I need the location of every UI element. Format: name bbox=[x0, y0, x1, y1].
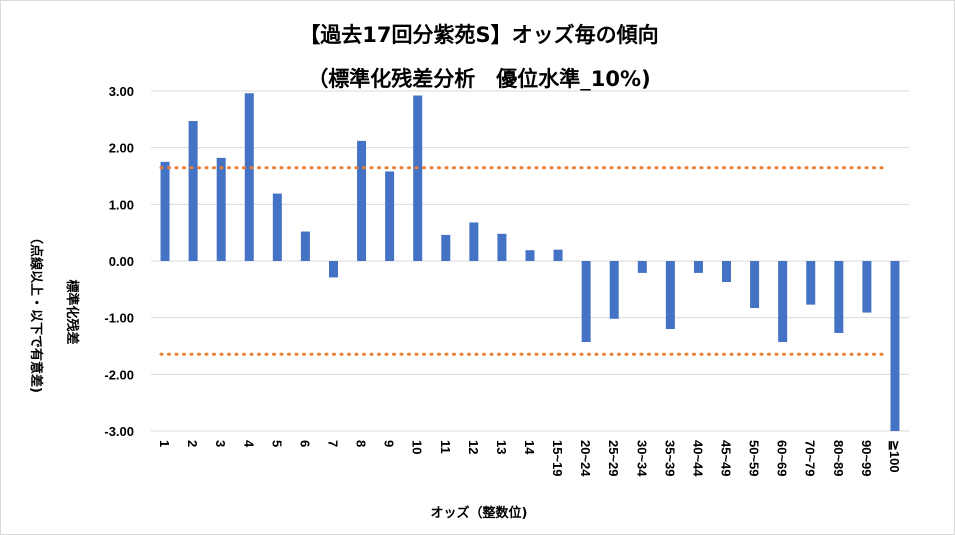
x-tick-label: 15~19 bbox=[550, 440, 565, 477]
bar bbox=[413, 95, 423, 262]
bar bbox=[553, 249, 563, 261]
bar bbox=[665, 261, 675, 329]
chart-subtitle: （標準化残差分析 優位水準_10%) bbox=[307, 67, 650, 91]
x-tick-label: 7 bbox=[325, 440, 340, 447]
y-tick-label: -1.00 bbox=[104, 311, 134, 326]
bar bbox=[834, 261, 844, 333]
bar bbox=[385, 171, 395, 261]
bar bbox=[300, 231, 310, 261]
x-axis-label: オッズ（整数位) bbox=[431, 505, 528, 521]
bar bbox=[188, 121, 198, 262]
x-tick-label: 50~59 bbox=[747, 440, 762, 477]
bar bbox=[328, 261, 338, 278]
bar bbox=[778, 261, 788, 343]
x-tick-label: 10 bbox=[410, 440, 425, 454]
x-tick-label: 90~99 bbox=[859, 440, 874, 477]
bar bbox=[160, 161, 170, 261]
x-tick-label: 70~79 bbox=[803, 440, 818, 477]
x-tick-label: 8 bbox=[354, 440, 369, 447]
x-tick-label: 12 bbox=[466, 440, 481, 454]
x-tick-label: 25~29 bbox=[606, 440, 621, 477]
y-axis-label: 標準化残差 （点線以上・以下で有意差) bbox=[28, 231, 80, 393]
bar bbox=[244, 93, 254, 262]
y-tick-label: -3.00 bbox=[104, 424, 134, 439]
x-tick-label: 13 bbox=[494, 440, 509, 454]
bar bbox=[581, 261, 591, 343]
x-tick-label: 5 bbox=[269, 440, 284, 447]
x-tick-label: 60~69 bbox=[775, 440, 790, 477]
bar bbox=[357, 140, 367, 261]
y-axis-label-line1: 標準化残差 bbox=[64, 279, 80, 344]
x-tick-label: ≧100 bbox=[887, 440, 902, 473]
bar bbox=[806, 261, 816, 305]
x-tick-label: 9 bbox=[382, 440, 397, 447]
x-tick-label: 40~44 bbox=[690, 440, 705, 477]
bar bbox=[272, 193, 282, 261]
y-tick-labels: 3.00 2.00 1.00 0.00 -1.00 -2.00 -3.00 bbox=[104, 84, 134, 439]
bar bbox=[637, 261, 647, 273]
x-tick-label: 30~34 bbox=[634, 440, 649, 477]
x-tick-label: 14 bbox=[522, 440, 537, 455]
bar bbox=[722, 261, 732, 282]
chart-title: 【過去17回分紫苑S】オッズ毎の傾向 bbox=[299, 23, 658, 47]
x-tick-label: 80~89 bbox=[831, 440, 846, 477]
bar bbox=[497, 233, 507, 261]
y-tick-label: 1.00 bbox=[109, 197, 134, 212]
y-axis-label-line2: （点線以上・以下で有意差) bbox=[28, 231, 44, 393]
y-tick-label: -2.00 bbox=[104, 367, 134, 382]
bars bbox=[160, 93, 900, 431]
bar bbox=[862, 261, 872, 313]
x-tick-label: 11 bbox=[438, 440, 453, 454]
y-tick-label: 3.00 bbox=[109, 84, 134, 99]
bar bbox=[750, 261, 760, 309]
bar bbox=[693, 261, 703, 273]
x-tick-label: 6 bbox=[297, 440, 312, 447]
y-tick-label: 2.00 bbox=[109, 141, 134, 156]
x-tick-label: 45~49 bbox=[719, 440, 734, 477]
x-tick-label: 35~39 bbox=[662, 440, 677, 477]
bar bbox=[609, 261, 619, 319]
bar bbox=[441, 234, 451, 261]
x-tick-labels: 1 2 3 4 5 6 7 8 9 10 11 12 13 14 15~19 20~24 25~29 30~34 3… bbox=[157, 440, 902, 477]
x-tick-label: 2 bbox=[185, 440, 200, 447]
x-tick-label: 1 bbox=[157, 440, 172, 447]
x-tick-label: 3 bbox=[213, 440, 228, 447]
bar bbox=[890, 261, 900, 431]
threshold-lines bbox=[159, 166, 889, 356]
x-tick-label: 20~24 bbox=[578, 440, 593, 477]
bar bbox=[525, 250, 535, 261]
bar bbox=[216, 157, 226, 261]
x-tick-label: 4 bbox=[241, 440, 256, 448]
bar bbox=[469, 222, 479, 261]
y-tick-label: 0.00 bbox=[109, 254, 134, 269]
